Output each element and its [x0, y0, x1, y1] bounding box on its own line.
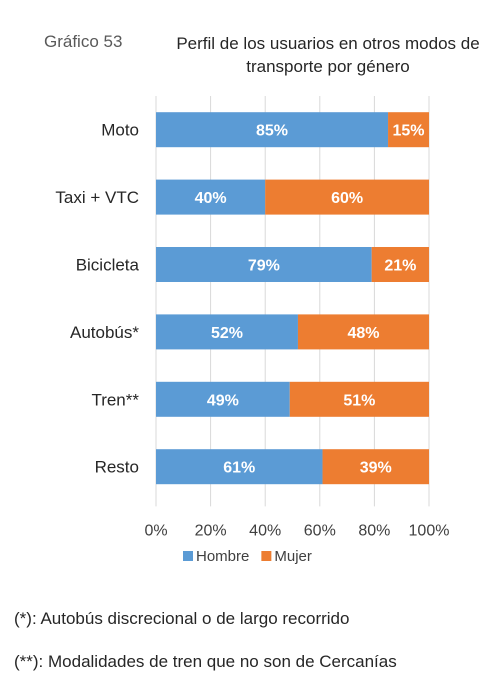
data-label: 85%	[256, 123, 288, 140]
stacked-bar-chart: 0% 20% 40% 60% 80% 100% Moto 85% 15% Taxi + VTC 40…	[55, 96, 450, 565]
bar-segment	[289, 381, 429, 417]
data-label: 39%	[360, 460, 392, 477]
bar-segment	[156, 381, 290, 417]
bar-segment	[297, 314, 429, 350]
data-label: 60%	[331, 190, 363, 207]
figure-label: Gráfico 53	[44, 32, 123, 51]
bar-segment	[388, 112, 429, 148]
x-tick-label: 40%	[249, 522, 281, 539]
bar-segment	[371, 247, 429, 282]
bar-segment	[156, 179, 266, 215]
x-tick-label: 100%	[409, 522, 450, 539]
bar-segment	[156, 112, 389, 148]
data-label: 51%	[343, 392, 375, 409]
data-label: 61%	[223, 460, 255, 477]
data-label: 49%	[207, 392, 239, 409]
legend-label: Hombre	[196, 548, 249, 565]
category-label: Autobús*	[70, 323, 139, 342]
legend-swatch	[261, 551, 272, 561]
footnote-tren: (**): Modalidades de tren que no son de …	[14, 652, 397, 671]
category-label: Tren**	[91, 390, 139, 409]
x-tick-label: 60%	[304, 522, 336, 539]
data-label: 15%	[393, 123, 425, 140]
data-label: 40%	[195, 190, 227, 207]
chart-title: Perfil de los usuarios en otros modos de…	[176, 34, 480, 76]
bar-segment	[156, 314, 298, 350]
data-label: 52%	[211, 325, 243, 342]
x-tick-label: 20%	[195, 522, 227, 539]
legend-swatch	[183, 551, 193, 561]
legend-label: Mujer	[274, 548, 312, 565]
footnote-autobus: (*): Autobús discrecional o de largo rec…	[14, 609, 350, 628]
bar-segment	[322, 449, 429, 485]
category-label: Moto	[101, 121, 139, 140]
category-label: Bicicleta	[76, 256, 140, 275]
data-label: 48%	[347, 325, 379, 342]
bar-segment	[156, 247, 372, 282]
data-label: 21%	[384, 258, 416, 275]
category-label: Resto	[95, 458, 139, 477]
category-label: Taxi + VTC	[55, 188, 139, 207]
bar-segment	[156, 449, 323, 485]
x-tick-label: 80%	[358, 522, 390, 539]
bar-segment	[265, 179, 429, 215]
data-label: 79%	[248, 258, 280, 275]
x-tick-label: 0%	[144, 522, 167, 539]
